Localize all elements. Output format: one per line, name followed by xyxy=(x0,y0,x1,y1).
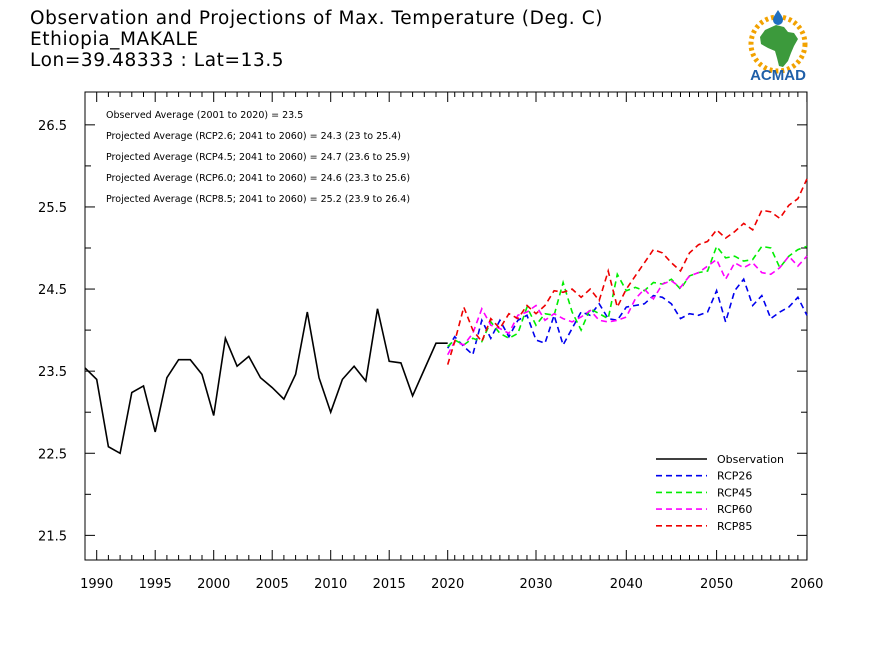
x-tick-label: 1995 xyxy=(139,577,172,592)
legend-label-observation: Observation xyxy=(717,453,784,466)
x-tick-label: 2050 xyxy=(700,577,733,592)
x-tick-label: 1990 xyxy=(80,577,113,592)
y-axis: 26.5 25.5 24.5 23.5 22.5 21.5 xyxy=(38,119,807,544)
x-tick-label: 2020 xyxy=(431,577,464,592)
plot-frame xyxy=(84,91,808,561)
water-drop-icon xyxy=(773,10,783,25)
series-lines xyxy=(84,178,808,455)
average-annotations: Observed Average (2001 to 2020) = 23.5 P… xyxy=(106,110,410,205)
x-tick-label: 2060 xyxy=(790,577,823,592)
station-name: Ethiopia_MAKALE xyxy=(30,29,199,50)
annotation-observed-average: Observed Average (2001 to 2020) = 23.5 xyxy=(106,110,303,121)
station-coordinates: Lon=39.48333 : Lat=13.5 xyxy=(30,50,285,71)
logo-text: ACMAD xyxy=(750,67,806,84)
x-tick-label: 2005 xyxy=(256,577,289,592)
annotation-rcp45-average: Projected Average (RCP4.5; 2041 to 2060)… xyxy=(106,152,410,163)
x-tick-label: 2010 xyxy=(314,577,347,592)
series-line-rcp60 xyxy=(446,254,808,356)
series-line-rcp45 xyxy=(447,244,808,348)
series-line-rcp85 xyxy=(446,178,808,365)
annotation-rcp85-average: Projected Average (RCP8.5; 2041 to 2060)… xyxy=(106,194,410,205)
chart-title-block: Observation and Projections of Max. Temp… xyxy=(30,8,603,71)
x-tick-label: 2015 xyxy=(373,577,406,592)
annotation-rcp26-average: Projected Average (RCP2.6; 2041 to 2060)… xyxy=(106,131,401,142)
annotation-rcp60-average: Projected Average (RCP6.0; 2041 to 2060)… xyxy=(106,173,410,184)
y-tick-label: 22.5 xyxy=(38,447,67,462)
x-axis: 1990 1995 2000 2005 2010 2015 2020 2030 2040 2050… xyxy=(80,92,823,592)
legend-label-rcp45: RCP45 xyxy=(717,486,752,499)
x-tick-label: 2040 xyxy=(610,577,643,592)
legend-label-rcp26: RCP26 xyxy=(717,470,752,483)
series-line-observation xyxy=(84,308,448,455)
legend-label-rcp85: RCP85 xyxy=(717,520,752,533)
x-tick-label: 2000 xyxy=(197,577,230,592)
chart-title: Observation and Projections of Max. Temp… xyxy=(30,8,604,29)
y-tick-label: 25.5 xyxy=(38,201,67,216)
y-tick-label: 23.5 xyxy=(38,365,67,380)
y-tick-label: 21.5 xyxy=(38,529,67,544)
africa-map-icon xyxy=(760,25,798,67)
y-tick-label: 26.5 xyxy=(38,119,67,134)
x-tick-label: 2030 xyxy=(519,577,552,592)
acmad-logo: ACMAD xyxy=(748,10,808,84)
series-line-rcp26 xyxy=(447,277,808,357)
legend: Observation RCP26 RCP45 RCP60 RCP85 xyxy=(656,453,784,533)
legend-label-rcp60: RCP60 xyxy=(717,503,752,516)
y-tick-label: 24.5 xyxy=(38,283,67,298)
